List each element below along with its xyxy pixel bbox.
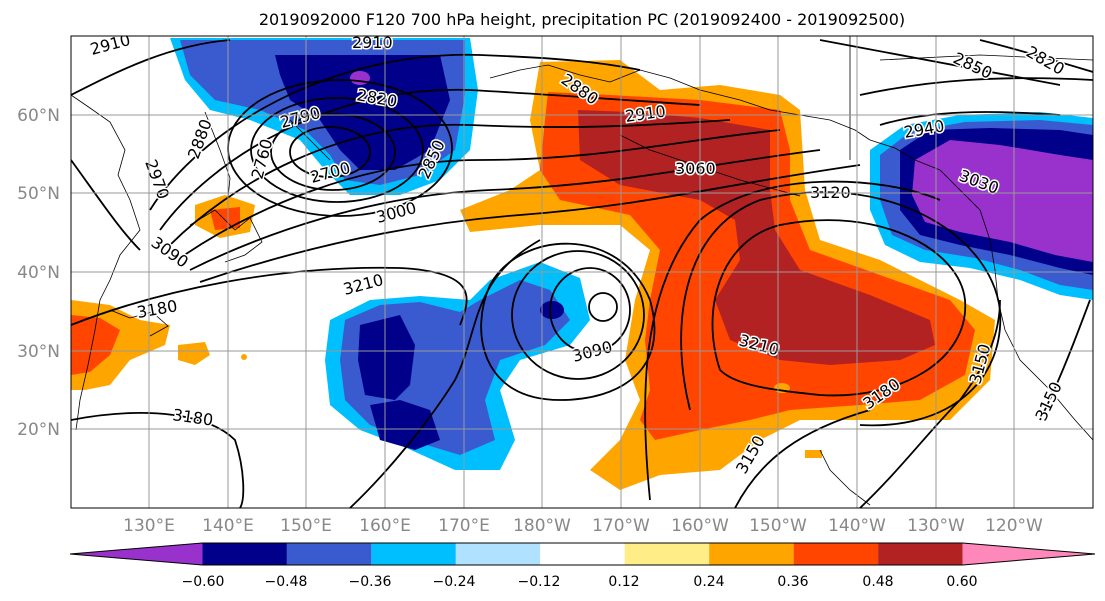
lon-label: 150°W: [749, 516, 807, 536]
colorbar-segment: [793, 543, 879, 565]
lat-label: 50°N: [17, 184, 60, 204]
colorbar-tick-label: −0.24: [433, 574, 476, 590]
lon-label: 160°E: [359, 516, 411, 536]
colorbar-segment: [202, 543, 287, 565]
lon-label: 130°E: [123, 516, 175, 536]
colorbar-tick-labels: −0.60 −0.48 −0.36 −0.24 −0.12 0.12 0.24 …: [182, 574, 978, 590]
colorbar-segment: [371, 543, 456, 565]
contour-label: 3060: [675, 159, 716, 178]
lon-label: 130°W: [907, 516, 965, 536]
colorbar-tick-label: −0.36: [349, 574, 392, 590]
colorbar: [69, 542, 1096, 566]
lat-label: 30°N: [17, 342, 60, 362]
colorbar-tick-label: 0.60: [946, 574, 977, 590]
map-title: 2019092000 F120 700 hPa height, precipit…: [259, 10, 905, 29]
lon-label: 150°E: [280, 516, 332, 536]
colorbar-tick-label: 0.36: [777, 574, 808, 590]
map-field: 2910 2910 2880 2760 2790 2820 2970 2850 …: [71, 33, 1093, 508]
lat-label: 40°N: [17, 263, 60, 283]
lon-label: 160°W: [671, 516, 729, 536]
negative-precip-anomaly-northwest: [170, 38, 478, 195]
coastlines: [71, 36, 1093, 506]
colorbar-outline: [69, 542, 1096, 566]
colorbar-segment: [540, 543, 625, 565]
colorbar-segment: [709, 543, 794, 565]
lon-label: 140°E: [202, 516, 254, 536]
map-frame: [70, 35, 1094, 509]
colorbar-tick-label: −0.60: [182, 574, 225, 590]
colorbar-segment: [70, 543, 203, 565]
height-contours: [71, 39, 1093, 508]
lon-label: 180°W: [513, 516, 571, 536]
negative-precip-anomaly-central: [325, 262, 590, 470]
contour-label: 2910: [352, 33, 393, 52]
graticule: [71, 36, 1093, 508]
colorbar-segment: [624, 543, 710, 565]
colorbar-tick-label: 0.24: [693, 574, 724, 590]
lon-label: 170°W: [592, 516, 650, 536]
lon-label: 140°W: [828, 516, 886, 536]
colorbar-segment: [962, 543, 1095, 565]
longitude-labels: 130°E 140°E 150°E 160°E 170°E 180°W 170°…: [123, 516, 1043, 536]
colorbar-segment: [286, 543, 372, 565]
positive-precip-anomaly-west-edge: [71, 300, 247, 390]
colorbar-tick-label: −0.12: [518, 574, 561, 590]
colorbar-tick-label: −0.48: [265, 574, 308, 590]
lat-label: 20°N: [17, 420, 60, 440]
colorbar-tick-label: 0.12: [608, 574, 639, 590]
lon-label: 120°W: [985, 516, 1043, 536]
latitude-labels: 60°N 50°N 40°N 30°N 20°N: [17, 106, 60, 440]
lon-label: 170°E: [438, 516, 490, 536]
negative-precip-anomaly-northeast: [870, 112, 1093, 300]
colorbar-segment: [878, 543, 963, 565]
colorbar-tick-label: 0.48: [862, 574, 893, 590]
colorbar-segment: [455, 543, 541, 565]
lat-label: 60°N: [17, 106, 60, 126]
contour-label: 2910: [624, 101, 667, 125]
